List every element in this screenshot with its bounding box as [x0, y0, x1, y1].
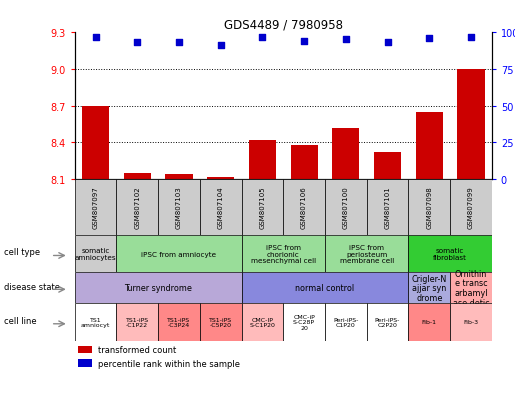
Text: Crigler-N
ajjar syn
drome: Crigler-N ajjar syn drome	[411, 274, 447, 302]
Text: somatic
fibroblast: somatic fibroblast	[433, 248, 467, 260]
Bar	[158, 180, 200, 235]
Bar	[78, 346, 92, 354]
Bar	[408, 235, 492, 273]
Bar	[207, 177, 234, 180]
Text: Turner syndrome: Turner syndrome	[124, 284, 192, 292]
Text: GSM807103: GSM807103	[176, 186, 182, 229]
Text: CMC-IP
S-C1P20: CMC-IP S-C1P20	[249, 317, 276, 328]
Bar	[78, 359, 92, 367]
Bar	[75, 273, 242, 304]
Text: TS1
amniocyt: TS1 amniocyt	[81, 317, 110, 328]
Point	[216, 43, 225, 50]
Text: TS1-iPS
-C3P24: TS1-iPS -C3P24	[167, 317, 191, 328]
Point	[259, 34, 267, 41]
Bar	[408, 273, 450, 304]
Bar	[283, 304, 325, 341]
Text: disease state: disease state	[4, 282, 60, 291]
Text: GSM807104: GSM807104	[218, 186, 224, 229]
Text: Peri-iPS-
C1P20: Peri-iPS- C1P20	[333, 317, 358, 328]
Bar	[450, 180, 492, 235]
Point	[133, 40, 141, 47]
Text: GSM807099: GSM807099	[468, 186, 474, 229]
Text: Fib-1: Fib-1	[422, 320, 437, 325]
Bar	[75, 180, 116, 235]
Bar	[242, 180, 283, 235]
Text: GSM807101: GSM807101	[385, 186, 390, 229]
Bar	[325, 235, 408, 273]
Bar	[283, 180, 325, 235]
Text: GSM807098: GSM807098	[426, 186, 432, 229]
Bar	[408, 180, 450, 235]
Bar	[332, 128, 359, 180]
Bar	[158, 304, 200, 341]
Point	[425, 36, 434, 42]
Bar	[200, 304, 242, 341]
Bar	[416, 112, 443, 180]
Point	[342, 37, 350, 44]
Text: transformed count: transformed count	[98, 346, 176, 354]
Bar	[200, 180, 242, 235]
Point	[175, 40, 183, 47]
Bar	[242, 304, 283, 341]
Bar	[374, 153, 401, 180]
Bar	[290, 145, 318, 180]
Text: CMC-iP
S-C28P
20: CMC-iP S-C28P 20	[293, 314, 315, 330]
Text: Fib-3: Fib-3	[464, 320, 478, 325]
Bar	[249, 140, 276, 180]
Point	[300, 38, 308, 45]
Text: Ornithin
e transc
arbamyl
ase detic: Ornithin e transc arbamyl ase detic	[453, 269, 489, 307]
Text: GSM807102: GSM807102	[134, 186, 140, 229]
Bar	[367, 304, 408, 341]
Bar	[116, 304, 158, 341]
Bar	[325, 304, 367, 341]
Text: normal control: normal control	[296, 284, 354, 292]
Text: GSM807100: GSM807100	[343, 186, 349, 229]
Bar	[75, 304, 116, 341]
Text: cell line: cell line	[4, 316, 37, 325]
Bar	[408, 304, 450, 341]
Text: GSM807106: GSM807106	[301, 186, 307, 229]
Bar	[242, 235, 325, 273]
Bar	[116, 180, 158, 235]
Point	[92, 34, 100, 41]
Text: iPSC from
periosteum
membrane cell: iPSC from periosteum membrane cell	[339, 244, 394, 263]
Bar	[325, 180, 367, 235]
Point	[383, 40, 392, 47]
Text: iPSC from
chorionic
mesenchymal cell: iPSC from chorionic mesenchymal cell	[251, 244, 316, 263]
Bar	[450, 304, 492, 341]
Text: percentile rank within the sample: percentile rank within the sample	[98, 359, 240, 368]
Bar	[450, 273, 492, 304]
Bar	[165, 175, 193, 180]
Text: TS1-iPS
-C1P22: TS1-iPS -C1P22	[126, 317, 149, 328]
Text: iPSC from amniocyte: iPSC from amniocyte	[142, 251, 216, 257]
Bar	[75, 235, 116, 273]
Point	[467, 34, 475, 41]
Text: GSM807105: GSM807105	[260, 186, 265, 229]
Bar	[82, 107, 109, 180]
Text: Peri-iPS-
C2P20: Peri-iPS- C2P20	[375, 317, 400, 328]
Text: cell type: cell type	[4, 248, 40, 256]
Text: somatic
amniocytes: somatic amniocytes	[75, 248, 116, 260]
Bar	[457, 70, 485, 180]
Text: GSM807097: GSM807097	[93, 186, 98, 229]
Bar	[242, 273, 408, 304]
Text: TS1-iPS
-C5P20: TS1-iPS -C5P20	[209, 317, 232, 328]
Bar	[116, 235, 242, 273]
Bar	[367, 180, 408, 235]
Title: GDS4489 / 7980958: GDS4489 / 7980958	[224, 19, 343, 32]
Bar	[124, 173, 151, 180]
